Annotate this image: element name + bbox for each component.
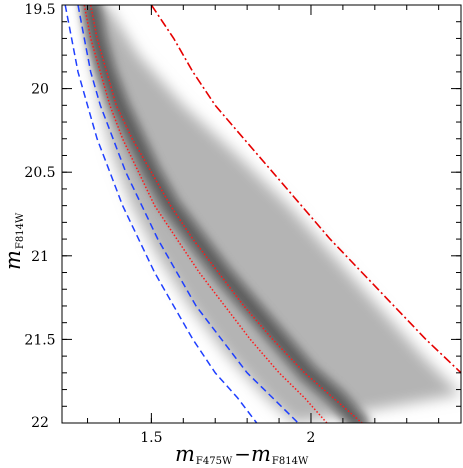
- series-line-dashed-1: [77, 5, 299, 423]
- axis-ticks: 1.5 2 19.5 20 20.5 21 21.5 22: [24, 2, 461, 446]
- density-band-envelope: [84, 5, 461, 423]
- density-band: [79, 5, 461, 423]
- y-tick-label: 22: [31, 415, 49, 431]
- model-lines: [64, 5, 461, 423]
- x-tick-label: 2: [307, 430, 316, 446]
- x-axis-label: mF475W −mF814W: [175, 442, 309, 467]
- series-line-dashdot-4: [150, 5, 461, 374]
- y-tick-label: 21: [31, 249, 49, 265]
- plot-area: [64, 5, 461, 423]
- y-tick-label: 20: [31, 82, 49, 98]
- series-line-dotted-2: [83, 5, 328, 423]
- y-axis-label: mF814W: [1, 212, 26, 270]
- x-tick-label: 1.5: [140, 430, 162, 446]
- series-line-dotted-3: [89, 5, 363, 423]
- y-tick-label: 21.5: [24, 332, 55, 348]
- y-tick-label: 19.5: [24, 2, 55, 18]
- plot-frame: [61, 4, 462, 424]
- y-tick-label: 20.5: [24, 165, 55, 181]
